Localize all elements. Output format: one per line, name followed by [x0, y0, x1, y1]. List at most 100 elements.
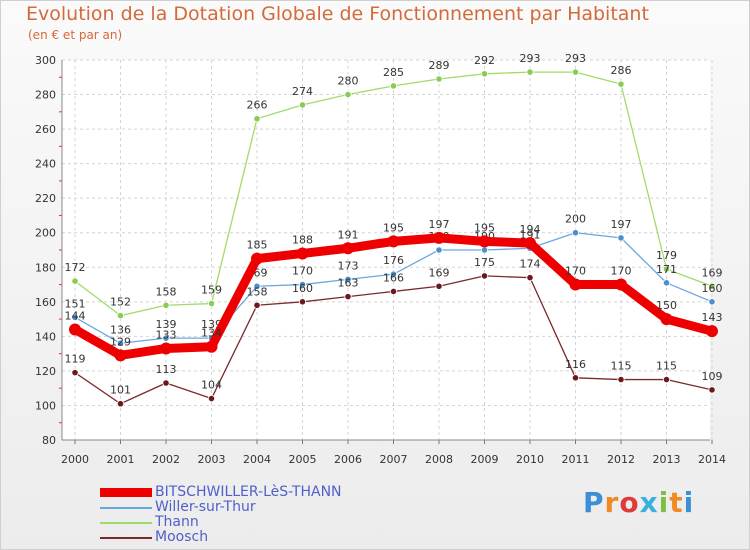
point-moosch-2013 [662, 375, 671, 384]
data-label-moosch-2011: 116 [565, 358, 586, 371]
legend-swatch-moosch [100, 537, 152, 539]
data-label-moosch-2003: 104 [201, 379, 222, 392]
logo-letter: i [658, 486, 670, 519]
y-tick-label-220: 220 [35, 192, 56, 205]
data-label-thann-2013: 179 [656, 249, 677, 262]
data-label-moosch-2002: 113 [156, 363, 177, 376]
legend-label-bitschwiller: BITSCHWILLER-LèS-THANN [155, 484, 342, 500]
point-bitschwiller-l-s-thann-2005 [296, 247, 309, 260]
data-label-bitschwiller-l-s-thann-2004: 185 [247, 239, 268, 252]
legend-swatch-bitschwiller [100, 488, 152, 497]
point-moosch-2008 [435, 282, 443, 290]
logo-letter: r [604, 486, 620, 519]
x-tick-label-2000: 2000 [61, 453, 89, 466]
point-willer-sur-thur-2011 [571, 229, 580, 237]
point-willer-sur-thur-2014 [708, 298, 716, 306]
point-thann-2008 [435, 75, 443, 83]
legend-label-willer: Willer-sur-Thur [155, 499, 256, 515]
data-label-thann-2001: 152 [110, 296, 131, 309]
point-bitschwiller-l-s-thann-2000 [69, 323, 81, 336]
point-thann-2004 [253, 115, 261, 123]
x-tick-label-2005: 2005 [289, 453, 317, 466]
point-willer-sur-thur-2012 [617, 234, 625, 242]
point-bitschwiller-l-s-thann-2012 [615, 278, 627, 291]
point-moosch-2000 [71, 369, 79, 377]
point-bitschwiller-l-s-thann-2002 [160, 342, 172, 355]
data-label-willer-sur-thur-2013: 171 [656, 263, 677, 276]
data-label-bitschwiller-l-s-thann-2002: 133 [156, 328, 177, 341]
point-thann-2013 [662, 265, 671, 273]
data-label-thann-2006: 280 [338, 75, 359, 88]
point-bitschwiller-l-s-thann-2001 [114, 349, 127, 362]
point-thann-2014 [708, 282, 716, 290]
data-label-moosch-2006: 163 [338, 277, 359, 290]
point-moosch-2009 [480, 272, 489, 280]
data-label-bitschwiller-l-s-thann-2007: 195 [383, 221, 404, 234]
data-label-thann-2002: 158 [156, 285, 177, 298]
logo-letter: t [669, 486, 684, 519]
legend-label-moosch: Moosch [155, 529, 209, 545]
data-label-bitschwiller-l-s-thann-2006: 191 [338, 228, 359, 241]
point-willer-sur-thur-2004 [253, 282, 261, 290]
point-moosch-2007 [389, 287, 398, 296]
data-label-willer-sur-thur-2010: 191 [520, 228, 541, 241]
point-bitschwiller-l-s-thann-2011 [569, 278, 582, 291]
data-label-bitschwiller-l-s-thann-2000: 144 [65, 309, 86, 322]
point-thann-2011 [571, 68, 580, 76]
data-label-thann-2012: 286 [611, 64, 632, 77]
point-moosch-2001 [116, 400, 125, 408]
y-tick-label-120: 120 [35, 365, 56, 378]
data-label-moosch-2013: 115 [656, 360, 677, 373]
data-label-moosch-2010: 174 [520, 258, 541, 271]
point-moosch-2012 [617, 375, 625, 384]
legend-swatch-thann [100, 522, 152, 524]
legend-swatch-willer [100, 507, 152, 509]
point-thann-2002 [162, 301, 170, 309]
point-moosch-2005 [298, 298, 307, 306]
point-willer-sur-thur-2006 [344, 275, 352, 283]
proxiti-logo: Proxiti [583, 486, 694, 519]
x-tick-label-2009: 2009 [471, 453, 499, 466]
point-willer-sur-thur-2013 [662, 279, 671, 287]
point-moosch-2010 [526, 274, 534, 282]
data-label-moosch-2004: 158 [247, 285, 268, 298]
data-label-willer-sur-thur-2001: 136 [110, 323, 131, 336]
chart-title: Evolution de la Dotation Globale de Fonc… [26, 3, 649, 25]
point-thann-2007 [389, 82, 398, 90]
point-bitschwiller-l-s-thann-2007 [387, 235, 400, 248]
point-thann-2001 [116, 312, 125, 320]
data-label-moosch-2009: 175 [474, 256, 495, 269]
point-willer-sur-thur-2009 [480, 246, 489, 254]
y-tick-label-180: 180 [35, 261, 56, 274]
y-tick-label-160: 160 [35, 296, 56, 309]
data-label-bitschwiller-l-s-thann-2001: 129 [110, 335, 131, 348]
x-tick-label-2002: 2002 [152, 453, 180, 466]
point-thann-2006 [344, 90, 352, 99]
x-tick-label-2004: 2004 [243, 453, 271, 466]
x-tick-label-2011: 2011 [562, 453, 590, 466]
point-willer-sur-thur-2002 [162, 334, 170, 342]
data-label-bitschwiller-l-s-thann-2003: 134 [201, 327, 222, 340]
data-label-willer-sur-thur-2014: 160 [702, 282, 723, 295]
logo-letter: P [583, 486, 605, 519]
point-moosch-2002 [162, 379, 170, 387]
point-moosch-2003 [207, 394, 216, 403]
point-moosch-2014 [708, 386, 716, 394]
point-moosch-2006 [344, 293, 352, 301]
data-label-bitschwiller-l-s-thann-2012: 170 [611, 265, 632, 278]
point-thann-2003 [207, 299, 216, 308]
point-thann-2000 [71, 277, 79, 285]
data-label-thann-2011: 293 [565, 52, 586, 65]
data-label-moosch-2007: 166 [383, 271, 404, 284]
data-label-thann-2003: 159 [201, 284, 222, 297]
point-thann-2005 [298, 101, 307, 109]
data-label-thann-2005: 274 [292, 85, 313, 98]
logo-letter: o [619, 486, 640, 519]
logo-letter: x [639, 486, 659, 519]
point-willer-sur-thur-2000 [71, 313, 79, 321]
logo-letter: i [683, 486, 695, 519]
data-label-thann-2000: 172 [65, 261, 86, 274]
data-label-willer-sur-thur-2007: 176 [383, 254, 404, 267]
point-bitschwiller-l-s-thann-2014 [706, 325, 718, 338]
